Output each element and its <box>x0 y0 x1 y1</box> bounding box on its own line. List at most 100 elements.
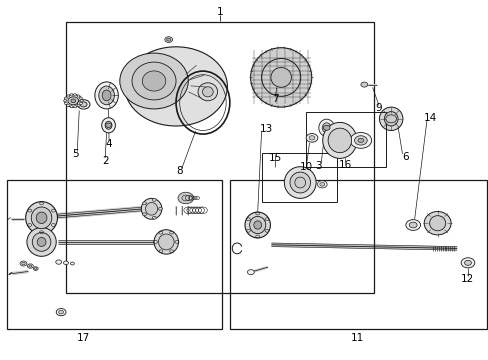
Ellipse shape <box>141 198 162 219</box>
Circle shape <box>152 216 156 219</box>
Ellipse shape <box>249 216 265 234</box>
Circle shape <box>142 213 146 216</box>
Text: 10: 10 <box>300 162 312 172</box>
Ellipse shape <box>102 118 115 133</box>
Ellipse shape <box>31 207 52 229</box>
Bar <box>7 180 222 329</box>
Ellipse shape <box>253 221 261 229</box>
Circle shape <box>77 95 80 97</box>
Circle shape <box>70 94 73 96</box>
Circle shape <box>56 309 66 316</box>
Text: 13: 13 <box>259 123 273 134</box>
Ellipse shape <box>428 216 445 231</box>
Ellipse shape <box>105 121 112 129</box>
Circle shape <box>77 104 80 107</box>
Text: 1: 1 <box>216 6 223 17</box>
Circle shape <box>166 38 170 41</box>
Circle shape <box>405 220 420 230</box>
Text: 11: 11 <box>349 333 363 343</box>
Circle shape <box>27 264 33 268</box>
Circle shape <box>152 198 156 201</box>
Text: 8: 8 <box>176 166 183 176</box>
Ellipse shape <box>327 128 351 153</box>
Circle shape <box>360 82 367 87</box>
Ellipse shape <box>318 119 334 136</box>
Ellipse shape <box>132 62 176 100</box>
Circle shape <box>105 123 111 127</box>
Ellipse shape <box>99 86 114 105</box>
Circle shape <box>59 310 63 314</box>
Ellipse shape <box>36 212 47 224</box>
Circle shape <box>56 260 61 264</box>
Ellipse shape <box>244 212 270 238</box>
Circle shape <box>66 104 69 107</box>
Circle shape <box>317 181 326 188</box>
Text: 9: 9 <box>375 103 382 113</box>
Ellipse shape <box>424 212 450 235</box>
Circle shape <box>319 183 324 186</box>
Text: 15: 15 <box>268 153 282 163</box>
Text: 2: 2 <box>102 156 108 166</box>
Ellipse shape <box>120 53 188 109</box>
Circle shape <box>63 100 66 102</box>
Ellipse shape <box>142 71 165 91</box>
Circle shape <box>70 262 74 265</box>
Circle shape <box>460 258 474 268</box>
Ellipse shape <box>202 87 213 97</box>
Ellipse shape <box>250 48 311 107</box>
Circle shape <box>354 136 366 145</box>
Bar <box>305 112 386 167</box>
Circle shape <box>68 97 79 105</box>
Circle shape <box>77 100 90 109</box>
Circle shape <box>305 134 317 142</box>
Ellipse shape <box>32 233 51 251</box>
Circle shape <box>80 102 87 107</box>
Bar <box>261 153 337 202</box>
Circle shape <box>464 260 470 265</box>
Circle shape <box>33 267 38 270</box>
Circle shape <box>79 102 82 104</box>
Circle shape <box>79 97 82 99</box>
Ellipse shape <box>322 123 330 133</box>
Circle shape <box>408 222 416 228</box>
Circle shape <box>357 138 363 143</box>
Circle shape <box>64 102 67 104</box>
Ellipse shape <box>284 167 315 198</box>
Ellipse shape <box>289 172 310 193</box>
Ellipse shape <box>270 68 291 87</box>
Circle shape <box>29 265 32 267</box>
Ellipse shape <box>26 202 58 234</box>
Circle shape <box>71 99 76 103</box>
Circle shape <box>142 202 146 205</box>
Circle shape <box>34 268 37 269</box>
Circle shape <box>323 125 329 130</box>
Circle shape <box>385 115 396 123</box>
Ellipse shape <box>322 122 356 158</box>
Text: 14: 14 <box>423 113 436 123</box>
Circle shape <box>63 261 68 265</box>
Text: 12: 12 <box>459 274 473 284</box>
Text: 4: 4 <box>105 139 112 149</box>
Text: 6: 6 <box>402 152 408 162</box>
Text: 16: 16 <box>338 160 351 170</box>
Bar <box>66 22 373 293</box>
Text: 17: 17 <box>76 333 90 343</box>
Ellipse shape <box>27 228 56 256</box>
Circle shape <box>20 261 27 266</box>
Circle shape <box>74 106 77 108</box>
Circle shape <box>64 97 67 99</box>
Circle shape <box>21 262 25 265</box>
Text: 7: 7 <box>271 94 278 104</box>
Ellipse shape <box>198 83 217 101</box>
Ellipse shape <box>124 47 227 126</box>
Ellipse shape <box>145 202 157 215</box>
Circle shape <box>247 270 254 275</box>
Ellipse shape <box>154 230 178 254</box>
Circle shape <box>308 136 314 140</box>
Ellipse shape <box>102 90 111 101</box>
Circle shape <box>64 94 82 107</box>
Text: 3: 3 <box>315 161 322 171</box>
Ellipse shape <box>294 177 305 188</box>
Bar <box>229 180 486 329</box>
Ellipse shape <box>384 112 397 126</box>
